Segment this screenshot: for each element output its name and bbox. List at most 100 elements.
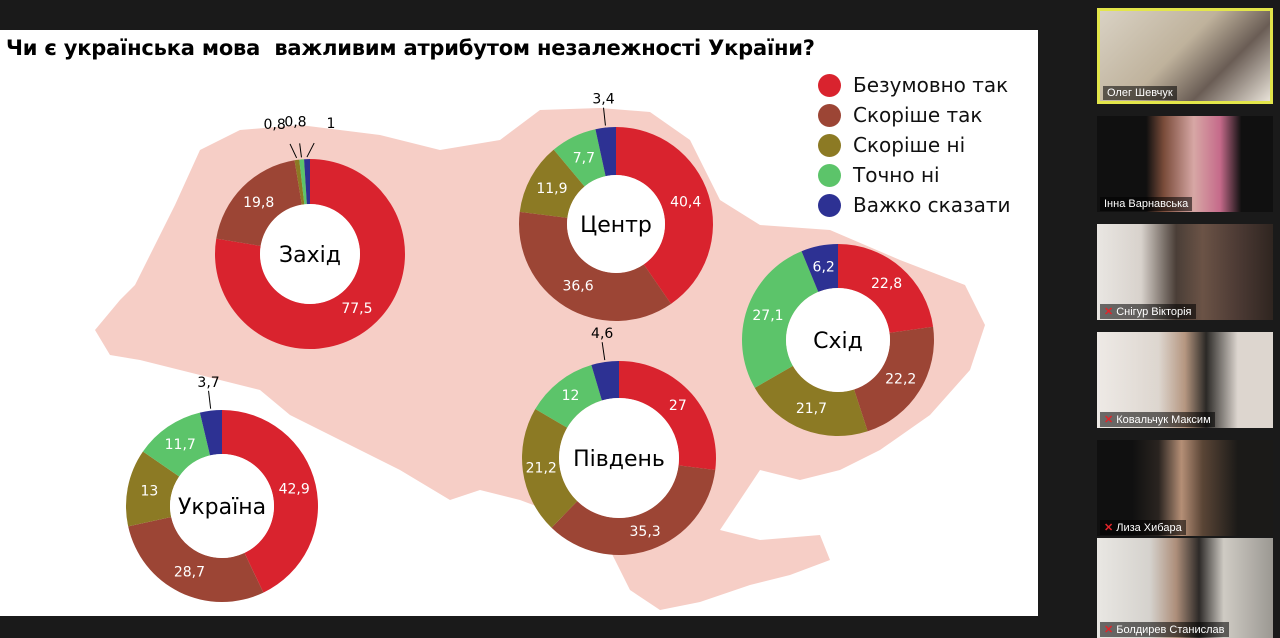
donut-slice — [838, 244, 934, 333]
donut-center — [786, 288, 890, 392]
participant-name: Болдирев Станислав — [1116, 623, 1225, 636]
donut-slice — [742, 251, 819, 388]
donut-slice — [519, 149, 585, 218]
legend-label: Скоріше так — [853, 103, 983, 127]
participant-name-tag: ✕ Ковальчук Максим — [1100, 412, 1215, 427]
legend-item-definitely-no: Точно ні — [818, 160, 1011, 190]
legend-item-certainly-yes: Безумовно так — [818, 70, 1011, 100]
region-label: Центр — [580, 213, 652, 238]
donut-slice — [304, 159, 310, 205]
legend-color-dot — [818, 103, 841, 127]
donut-slice — [616, 127, 713, 304]
slice-value-label: 27 — [669, 398, 687, 414]
legend-color-dot — [818, 163, 841, 187]
participant-name-tag: ✕ Снігур Вікторія — [1100, 304, 1196, 319]
participant-tile[interactable]: ✕ Снігур Вікторія — [1097, 224, 1273, 320]
region-label: Схід — [813, 329, 863, 354]
slice-value-label: 13 — [140, 484, 158, 500]
donut-slice — [551, 465, 716, 555]
slice-value-label: 12 — [562, 388, 580, 404]
slice-value-label: 6,2 — [813, 259, 835, 275]
slice-value-label: 36,6 — [562, 278, 593, 294]
participant-name: Ковальчук Максим — [1116, 413, 1211, 426]
donut-slice — [128, 517, 264, 602]
slice-value-label: 0,8 — [263, 117, 285, 133]
donut-slice — [199, 410, 222, 456]
participant-tile[interactable]: Олег Шевчук — [1097, 8, 1273, 104]
donut-slice — [553, 129, 606, 187]
participant-video — [1097, 116, 1273, 212]
slide-title: Чи є українська мова важливим атрибутом … — [6, 36, 815, 60]
donut-slice — [299, 159, 307, 205]
slice-value-label: 3,7 — [197, 375, 219, 391]
label-leader-line — [601, 342, 606, 361]
donut-chart-2: 22,8 22,2 21,7 27,1 6,2 Схід — [742, 244, 934, 437]
donut-chart-1: 40,4 36,6 11,9 7,7 3,4 Центр — [519, 92, 713, 321]
participant-name-tag: Олег Шевчук — [1103, 86, 1177, 100]
label-leader-line — [299, 143, 302, 158]
donut-slice — [801, 244, 838, 292]
participant-name-tag: ✕ Болдирев Станислав — [1100, 622, 1229, 637]
donut-slice — [522, 409, 578, 528]
region-label: Захід — [279, 243, 341, 268]
participant-tile[interactable]: ✕ Ковальчук Максим — [1097, 332, 1273, 428]
legend-label: Скоріше ні — [853, 133, 966, 157]
donut-slice — [754, 365, 868, 437]
slice-value-label: 0,8 — [284, 114, 306, 130]
donut-slice — [619, 361, 716, 470]
participant-name: Олег Шевчук — [1107, 87, 1173, 99]
donut-slice — [595, 127, 616, 177]
label-leader-line — [603, 107, 606, 126]
slice-value-label: 4,6 — [591, 326, 613, 342]
donut-slice — [215, 159, 405, 349]
slice-value-label: 27,1 — [752, 308, 783, 324]
slice-value-label: 7,7 — [573, 150, 595, 166]
ukraine-map-chart: 77,5 19,8 0,80,8 1 Захід 40,4 36,6 11,9 7,7 3,4 Це… — [95, 92, 985, 610]
participant-name: Інна Варнавська — [1104, 198, 1189, 210]
donut-center — [567, 175, 665, 273]
legend-color-dot — [818, 133, 841, 157]
legend-item-rather-no: Скоріше ні — [818, 130, 1011, 160]
donut-slice — [294, 159, 305, 205]
mic-muted-icon: ✕ — [1104, 624, 1114, 636]
donut-slice — [535, 365, 602, 428]
participant-name: Снігур Вікторія — [1116, 305, 1192, 318]
participant-name-tag: Інна Варнавська — [1100, 197, 1193, 211]
legend-label: Важко сказати — [853, 193, 1011, 217]
mic-muted-icon: ✕ — [1104, 414, 1114, 426]
slice-value-label: 1 — [326, 116, 335, 132]
region-label: Південь — [573, 447, 665, 472]
participant-name-tag: ✕ Лиза Хибара — [1100, 520, 1186, 535]
mic-muted-icon: ✕ — [1104, 306, 1114, 318]
label-leader-line — [289, 143, 298, 159]
participant-name: Лиза Хибара — [1116, 521, 1182, 534]
donut-slice — [222, 410, 318, 593]
participant-tile[interactable]: Інна Варнавська — [1097, 116, 1273, 212]
label-leader-line — [306, 142, 315, 158]
slice-value-label: 11,7 — [165, 437, 196, 453]
legend-color-dot — [818, 193, 841, 217]
donut-slice — [126, 451, 180, 527]
mic-muted-icon: ✕ — [1104, 522, 1114, 534]
donut-slice — [854, 326, 934, 432]
legend-label: Точно ні — [853, 163, 940, 187]
slice-value-label: 22,8 — [871, 276, 902, 292]
slice-value-label: 35,3 — [630, 524, 661, 540]
slice-value-label: 40,4 — [670, 194, 701, 210]
slice-value-label: 3,4 — [592, 92, 614, 108]
legend-label: Безумовно так — [853, 73, 1009, 97]
region-label: Україна — [178, 495, 266, 520]
slice-value-label: 42,9 — [279, 482, 310, 498]
donut-center — [559, 398, 679, 518]
slice-value-label: 21,2 — [526, 461, 557, 477]
slice-value-label: 11,9 — [536, 181, 567, 197]
donut-chart-3: 27 35,3 21,2 12 4,6 Південь — [522, 326, 716, 555]
donut-chart-4: 42,9 28,7 13 11,7 3,7 Україна — [126, 375, 318, 602]
slice-value-label: 19,8 — [243, 195, 274, 211]
participant-tile[interactable]: ✕ Болдирев Станислав — [1097, 538, 1273, 638]
donut-slice — [591, 361, 619, 401]
chart-legend: Безумовно так Скоріше так Скоріше ні Точ… — [818, 70, 1011, 220]
legend-color-dot — [818, 73, 841, 97]
slice-value-label: 21,7 — [796, 401, 827, 417]
participant-tile[interactable]: ✕ Лиза Хибара — [1097, 440, 1273, 536]
